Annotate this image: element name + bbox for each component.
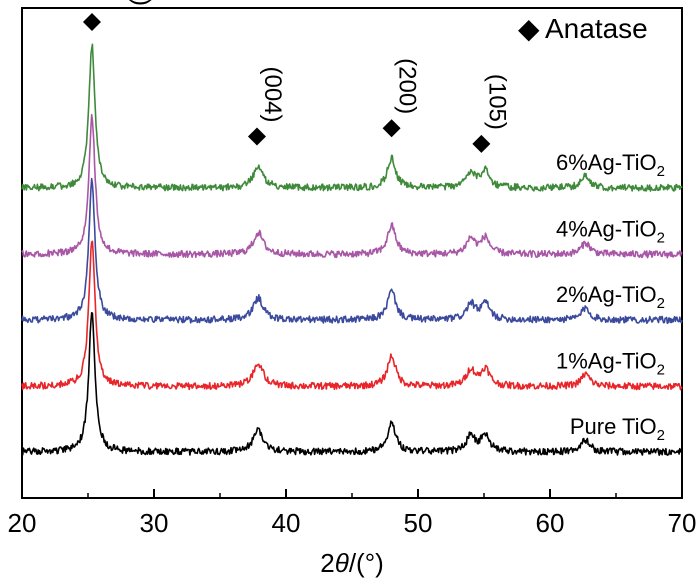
series-line: [21, 312, 683, 456]
x-tick-label: 20: [8, 508, 37, 538]
series-label: 6%Ag-TiO2: [556, 150, 665, 180]
series-label: Pure TiO2: [570, 414, 665, 444]
peak-label: (105): [483, 74, 510, 130]
series-line: [21, 177, 683, 325]
series-label: 2%Ag-TiO2: [556, 282, 665, 312]
peak-label: (200): [394, 58, 421, 114]
peak-marker: [82, 13, 101, 31]
series-line: [21, 113, 683, 259]
x-axis-label-prefix: 2: [320, 548, 334, 578]
peak-marker: [247, 127, 266, 146]
x-tick-label: 70: [668, 508, 697, 538]
legend: ◆ Anatase: [518, 13, 648, 44]
series-labels: Pure TiO2 1%Ag-TiO2 2%Ag-TiO2 4%Ag-TiO2 6%Ag…: [556, 150, 665, 444]
series-label: 4%Ag-TiO2: [556, 216, 665, 246]
series-layer: [21, 43, 683, 456]
x-axis-ticks: 20 30 40 50 60 70: [8, 489, 697, 538]
peak-marker: [382, 119, 401, 138]
peak-label: (004): [259, 66, 286, 122]
x-axis-label-symbol: θ: [335, 548, 349, 578]
peak-annotations: (101) (004) (200) (105): [82, 0, 510, 153]
x-tick-label: 40: [272, 508, 301, 538]
legend-label: Anatase: [545, 13, 648, 44]
x-axis-label: 2θ/(°): [320, 548, 384, 578]
legend-marker: ◆: [518, 13, 540, 44]
x-tick-label: 30: [140, 508, 169, 538]
peak-marker: [472, 134, 491, 153]
x-tick-label: 50: [404, 508, 433, 538]
series-label: 1%Ag-TiO2: [556, 348, 665, 378]
series-line: [21, 43, 683, 192]
x-axis-label-suffix: /(°): [349, 548, 384, 578]
series-line: [21, 240, 683, 391]
x-tick-label: 60: [536, 508, 565, 538]
peak-label: (101): [128, 0, 155, 6]
